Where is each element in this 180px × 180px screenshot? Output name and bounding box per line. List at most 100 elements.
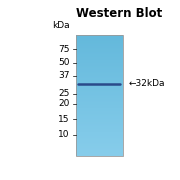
Bar — [76, 57, 123, 58]
Bar — [76, 93, 123, 94]
Text: Western Blot: Western Blot — [76, 7, 162, 20]
Bar — [76, 138, 123, 139]
Bar — [76, 56, 123, 57]
Bar — [76, 41, 123, 42]
Bar — [76, 100, 123, 101]
Bar — [76, 126, 123, 127]
Bar — [76, 127, 123, 128]
Bar — [76, 103, 123, 104]
Bar — [76, 40, 123, 41]
Text: 37: 37 — [58, 71, 70, 80]
Bar — [76, 46, 123, 47]
Bar — [76, 79, 123, 80]
Bar — [76, 125, 123, 126]
Bar — [76, 101, 123, 102]
Bar — [76, 102, 123, 103]
Bar — [76, 143, 123, 144]
Bar — [76, 80, 123, 81]
Bar — [76, 104, 123, 105]
Bar — [76, 52, 123, 53]
Bar — [76, 150, 123, 151]
Bar — [76, 145, 123, 146]
Bar — [76, 140, 123, 141]
Bar — [76, 115, 123, 116]
Bar — [76, 149, 123, 150]
Bar — [76, 54, 123, 55]
Bar — [76, 146, 123, 147]
Bar — [76, 135, 123, 136]
Bar — [76, 139, 123, 140]
Bar — [76, 48, 123, 49]
Bar — [76, 118, 123, 119]
Bar — [76, 144, 123, 145]
Bar — [76, 68, 123, 69]
Bar — [76, 35, 123, 156]
Bar — [76, 67, 123, 68]
Bar — [76, 116, 123, 117]
Bar — [76, 53, 123, 54]
Bar — [76, 97, 123, 98]
Bar — [76, 51, 123, 52]
Bar — [76, 112, 123, 113]
Bar — [76, 137, 123, 138]
Bar — [76, 117, 123, 118]
Bar — [76, 81, 123, 82]
Bar — [76, 130, 123, 131]
Bar — [76, 89, 123, 90]
Bar — [76, 71, 123, 72]
Bar — [76, 129, 123, 130]
Bar — [76, 107, 123, 108]
Bar — [76, 87, 123, 88]
Bar — [76, 132, 123, 133]
Text: 25: 25 — [58, 89, 70, 98]
Bar — [76, 95, 123, 96]
Bar — [76, 103, 123, 104]
Bar — [76, 128, 123, 129]
Bar — [76, 131, 123, 132]
Bar — [76, 109, 123, 110]
Bar — [76, 133, 123, 134]
Bar — [76, 88, 123, 89]
Bar — [76, 152, 123, 153]
Bar — [76, 84, 123, 85]
Bar — [76, 66, 123, 67]
Bar — [76, 38, 123, 39]
Bar — [76, 65, 123, 66]
Bar — [76, 94, 123, 95]
Bar — [76, 134, 123, 135]
Bar — [76, 151, 123, 152]
Bar — [76, 108, 123, 109]
Bar — [76, 136, 123, 137]
Bar — [76, 86, 123, 87]
Bar — [76, 121, 123, 122]
Bar — [76, 153, 123, 154]
Bar — [76, 64, 123, 65]
Bar — [76, 142, 123, 143]
Bar — [76, 44, 123, 45]
Bar — [76, 94, 123, 95]
Bar — [76, 85, 123, 86]
Bar — [76, 60, 123, 61]
Bar — [76, 47, 123, 48]
Text: 75: 75 — [58, 45, 70, 54]
Bar — [76, 63, 123, 64]
Bar — [76, 124, 123, 125]
Bar — [76, 69, 123, 70]
Bar — [76, 78, 123, 79]
Bar — [76, 92, 123, 93]
Bar — [76, 42, 123, 43]
Bar — [76, 77, 123, 78]
Bar — [76, 110, 123, 111]
Bar — [76, 49, 123, 50]
Text: 50: 50 — [58, 58, 70, 67]
Bar — [76, 73, 123, 74]
Bar — [76, 98, 123, 99]
Bar — [76, 154, 123, 155]
Bar — [76, 114, 123, 115]
Bar — [76, 39, 123, 40]
Bar — [76, 75, 123, 76]
Bar — [76, 74, 123, 75]
Text: 15: 15 — [58, 115, 70, 124]
Bar — [76, 62, 123, 63]
Bar — [76, 106, 123, 107]
